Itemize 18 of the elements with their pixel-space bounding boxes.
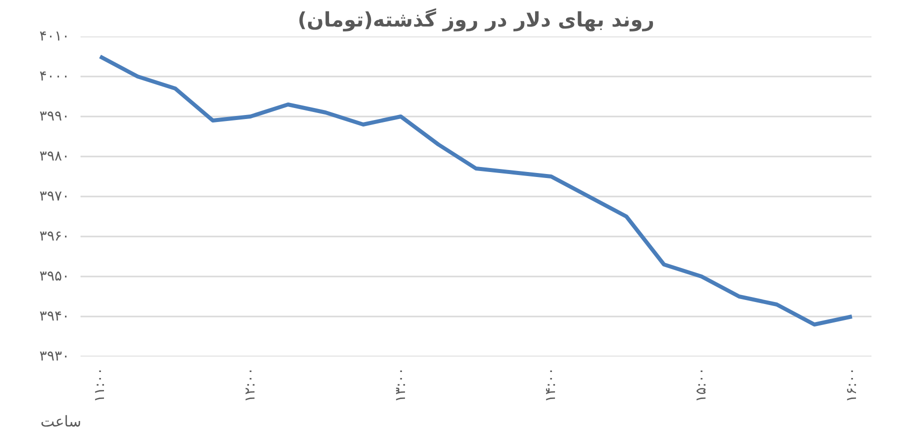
y-tick-label: ۳۹۹۰: [39, 108, 70, 124]
x-tick-label: ۱۶:۰۰: [844, 368, 860, 402]
y-tick-label: ۳۹۸۰: [39, 148, 70, 164]
y-tick-label: ۳۹۳۰: [39, 348, 70, 364]
y-tick-label: ۳۹۴۰: [39, 308, 70, 324]
x-tick-label: ۱۲:۰۰: [242, 368, 258, 402]
y-tick-label: ۳۹۶۰: [39, 228, 70, 244]
chart-title: روند بهای دلار در روز گذشته(تومان): [298, 8, 654, 32]
y-tick-label: ۳۹۷۰: [39, 188, 70, 204]
y-tick-label: ۴۰۱۰: [39, 28, 70, 44]
x-tick-label: ۱۳:۰۰: [392, 368, 409, 402]
y-tick-label: ۳۹۵۰: [39, 268, 70, 284]
x-tick-label: ۱۴:۰۰: [543, 368, 560, 402]
x-tick-label: ۱۵:۰۰: [694, 368, 710, 402]
x-tick-label: ۱۱:۰۰: [92, 368, 108, 402]
line-series: [98, 54, 854, 326]
y-tick-label: ۴۰۰۰: [39, 68, 70, 84]
x-axis-title: ساعت: [40, 412, 82, 430]
